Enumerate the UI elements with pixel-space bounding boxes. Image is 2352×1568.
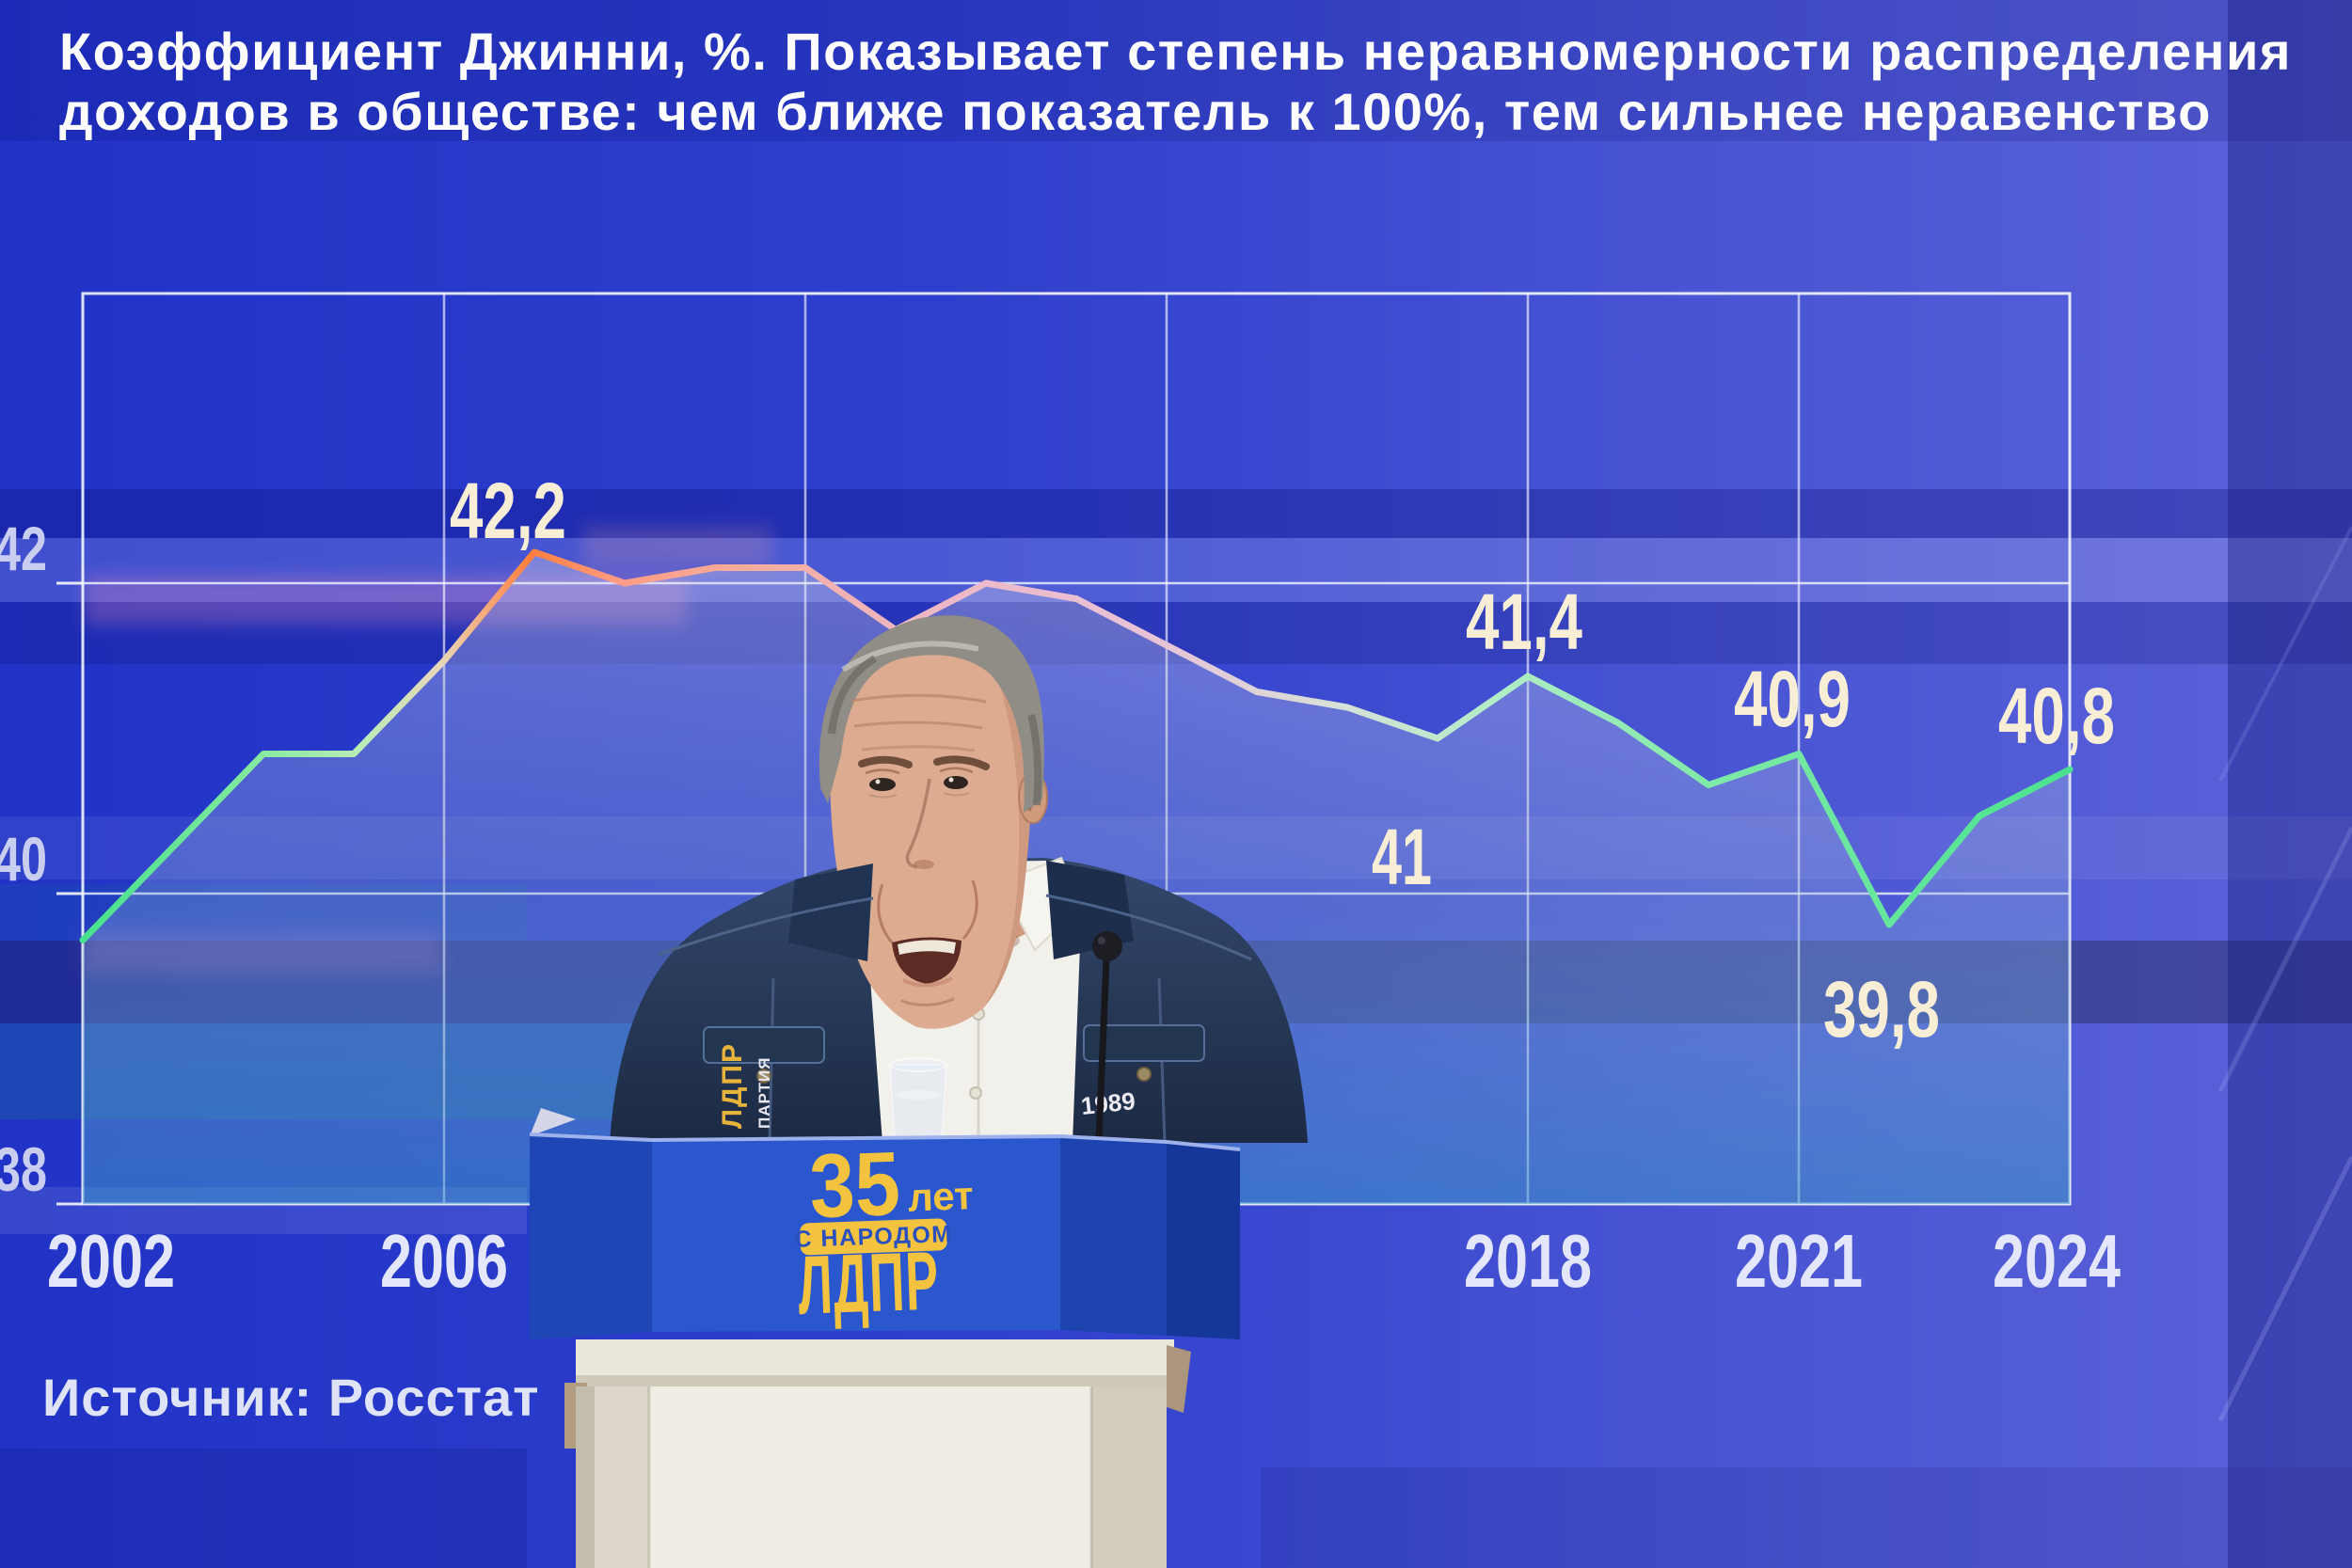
x-axis-label-2002: 2002 [47, 1219, 175, 1303]
y-axis-label-40: 40 [0, 824, 47, 894]
podium-props [888, 931, 1122, 1144]
water-line [894, 1090, 943, 1100]
logo-let: лет [907, 1173, 974, 1219]
forehead-line [861, 745, 976, 752]
eye-glint [875, 779, 881, 784]
jacket-lapel-left [788, 863, 873, 961]
nasolabial-fold [877, 883, 894, 943]
forehead-line [853, 721, 983, 730]
jacket-patch-ldpr: ЛДПР [717, 1042, 748, 1129]
jacket-patch-party: ПАРТИЯ [755, 1057, 773, 1129]
logo-badge-pill [800, 1218, 947, 1256]
eyebrow [933, 755, 990, 770]
data-label-2017: 41 [1372, 813, 1432, 901]
column-facet [576, 1386, 595, 1568]
eyebrow [858, 755, 913, 768]
chest-pocket-flap [703, 1026, 825, 1064]
shirt-button [969, 1086, 982, 1100]
chart-data-labels: 42,2 41 41,4 40,9 39,8 40,8 [450, 467, 2115, 1053]
chart-data-line [79, 548, 2074, 943]
nasolabial-fold [961, 879, 978, 940]
hair-highlight [841, 641, 979, 673]
y-axis-label-38: 38 [0, 1134, 47, 1204]
head [818, 615, 1048, 1029]
hair-side-dark [828, 655, 878, 735]
data-label-2007: 42,2 [450, 467, 566, 555]
face-side-shading [983, 673, 1033, 1008]
background-top-band [0, 0, 2352, 141]
diagonal-line [2217, 826, 2352, 1093]
logo-ldpr: ЛДПР [797, 1234, 941, 1332]
background-bottom-shade [0, 1449, 527, 1568]
slide-title: Коэффициент Джинни, %. Показывает степен… [59, 22, 2292, 141]
chart-x-axis-labels: 2002 2006 2018 2021 2024 [47, 1219, 2121, 1303]
podium-face-far-right [1167, 1142, 1240, 1339]
nose-line [905, 778, 931, 869]
logo-35: 35 [808, 1133, 902, 1237]
podium-face-right [1060, 1136, 1167, 1336]
logo-badge-text: С НАРОДОМ [794, 1221, 953, 1253]
gini-line [79, 548, 2074, 943]
yoke-seam [658, 896, 874, 957]
title-line-2: доходов в обществе: чем ближе показатель… [59, 82, 2212, 141]
eye-glint [948, 777, 954, 783]
background-bottom-shade [1261, 1467, 2352, 1568]
lower-lip [902, 976, 953, 988]
hair-side-dark [1027, 714, 1042, 806]
column-facet-front [649, 1386, 1091, 1568]
yoke-seam [1045, 894, 1252, 961]
column-top-shadow [576, 1375, 1174, 1386]
podium: 35 лет С НАРОДОМ ЛДПР [529, 1108, 1241, 1568]
column-facet [1091, 1386, 1167, 1568]
data-label-2018: 41,4 [1466, 578, 1582, 666]
ldpr-35-logo: 35 лет С НАРОДОМ ЛДПР [794, 1133, 974, 1332]
teeth [898, 940, 956, 955]
data-label-2024: 40,8 [1998, 672, 2115, 760]
water-glass [888, 1057, 948, 1139]
source-caption: Источник: Росстат [42, 1368, 540, 1427]
y-axis-label-42: 42 [0, 514, 47, 583]
eye [869, 778, 896, 791]
jacket-year-1989: 1989 [1079, 1086, 1136, 1120]
background-band [0, 489, 2352, 538]
microphone-highlight [1098, 937, 1105, 944]
chest-pocket-flap [1083, 1024, 1205, 1062]
speaker: ЛДПР ПАРТИЯ 1989 [610, 615, 1308, 1144]
column-wood-wedge-right [1167, 1345, 1191, 1413]
forehead-line [850, 693, 987, 704]
chart-y-axis-labels: 42 40 38 [0, 514, 47, 1204]
x-axis-label-2018: 2018 [1464, 1219, 1592, 1303]
screen-right-edge [2217, 0, 2352, 1568]
chin-crease [900, 997, 955, 1006]
face [830, 627, 1033, 1029]
microphone-stem [1095, 956, 1110, 1144]
title-line-1: Коэффициент Джинни, %. Показывает степен… [59, 22, 2292, 81]
x-axis-label-2006: 2006 [380, 1219, 508, 1303]
diagonal-line [2217, 1155, 2352, 1422]
gray-hair [818, 615, 1044, 813]
glass-rim [889, 1057, 947, 1072]
data-label-2022: 39,8 [1823, 965, 1940, 1053]
microphone-head [1092, 931, 1122, 961]
eye [944, 776, 968, 789]
podium-column [564, 1339, 1191, 1568]
eyelid-line [939, 767, 974, 774]
x-axis-label-2024: 2024 [1993, 1219, 2121, 1303]
podium-face-left [530, 1134, 652, 1339]
x-axis-label-2021: 2021 [1735, 1219, 1863, 1303]
diagonal-line [2218, 526, 2352, 782]
column-facet [595, 1386, 649, 1568]
podium-top-corner [530, 1108, 576, 1136]
column-top-board [576, 1339, 1174, 1375]
nostril-shadow [914, 860, 934, 869]
undereye-line [943, 792, 970, 797]
undereye-line [868, 794, 898, 799]
data-label-2021: 40,9 [1734, 655, 1851, 743]
jacket-button [1136, 1067, 1152, 1082]
eyelid-line [865, 768, 900, 775]
podium-top-rim [529, 1132, 1241, 1151]
jacket-button [756, 1069, 771, 1084]
